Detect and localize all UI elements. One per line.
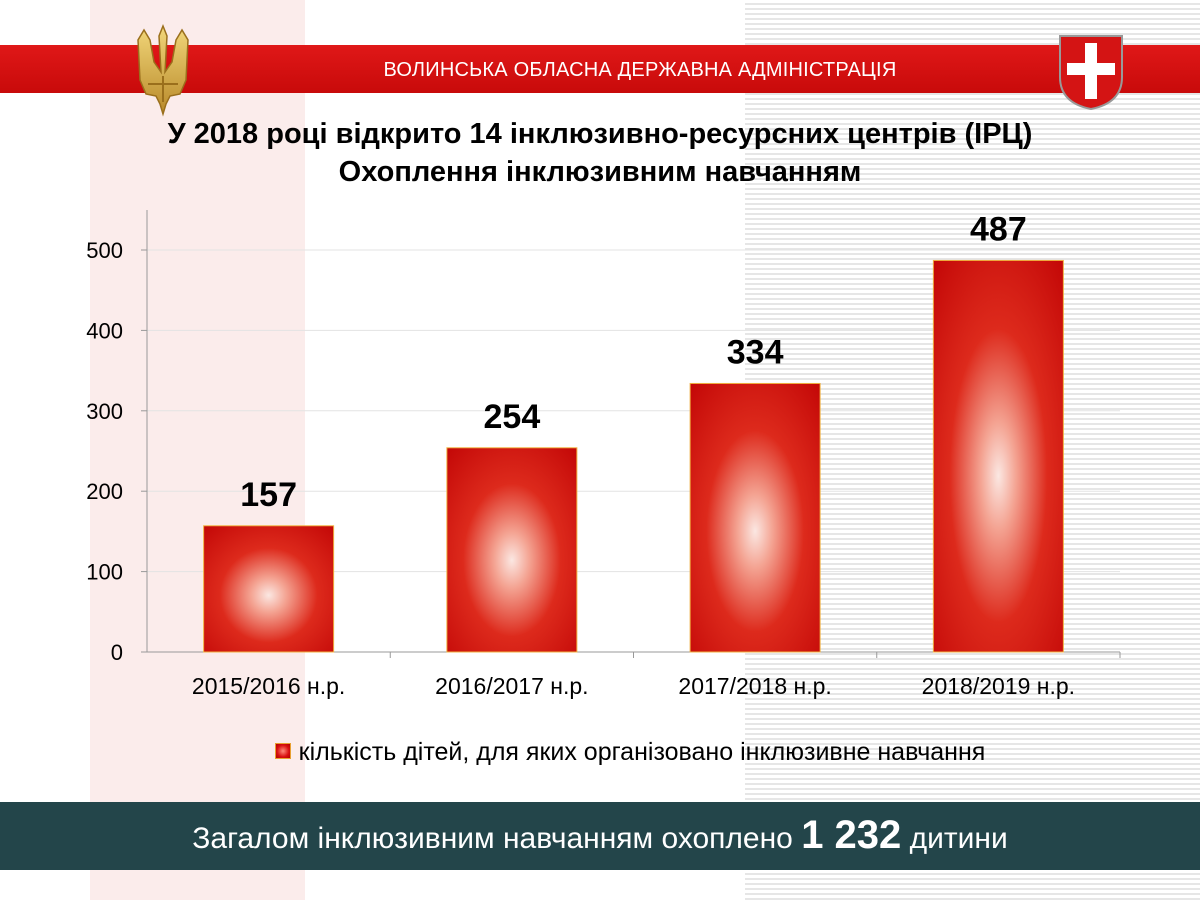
trident-emblem-icon xyxy=(137,23,189,117)
title-line-2: Охоплення інклюзивним навчанням xyxy=(338,156,862,188)
y-tick-label: 0 xyxy=(111,640,123,665)
bar xyxy=(689,382,821,653)
bar xyxy=(932,259,1064,653)
legend-label: кількість дітей, для яких організовано і… xyxy=(298,738,986,766)
x-tick-label: 2018/2019 н.р. xyxy=(922,673,1075,699)
footer-bar xyxy=(0,802,1200,870)
data-label: 487 xyxy=(970,210,1027,248)
regional-coat-of-arms-icon xyxy=(1059,35,1123,111)
bar xyxy=(446,447,578,653)
x-tick-label: 2017/2018 н.р. xyxy=(678,673,831,699)
data-label: 334 xyxy=(727,333,784,371)
slide-title: У 2018 році відкрито 14 інклюзивно-ресур… xyxy=(0,115,1200,191)
y-tick-label: 100 xyxy=(86,560,123,585)
bar xyxy=(203,525,335,653)
footer-prefix: Загалом інклюзивним навчанням охоплено xyxy=(192,822,802,855)
footer-summary: Загалом інклюзивним навчанням охоплено 1… xyxy=(0,813,1200,861)
title-line-1: У 2018 році відкрито 14 інклюзивно-ресур… xyxy=(167,118,1033,150)
y-tick-label: 200 xyxy=(86,479,123,504)
data-label: 157 xyxy=(240,476,297,514)
footer-total: 1 232 xyxy=(801,813,902,857)
y-tick-label: 500 xyxy=(86,238,123,263)
footer-suffix: дитини xyxy=(901,822,1008,855)
y-tick-label: 400 xyxy=(86,318,123,343)
data-label: 254 xyxy=(484,398,541,436)
header-org-name: ВОЛИНСЬКА ОБЛАСНА ДЕРЖАВНА АДМІНІСТРАЦІЯ xyxy=(383,59,897,81)
background-stripe-left xyxy=(90,0,305,900)
header-bar xyxy=(0,45,1200,93)
x-tick-label: 2015/2016 н.р. xyxy=(192,673,345,699)
x-tick-label: 2016/2017 н.р. xyxy=(435,673,588,699)
chart-legend: кількість дітей, для яких організовано і… xyxy=(0,738,1200,767)
legend-swatch-icon xyxy=(274,743,291,759)
y-tick-label: 300 xyxy=(86,399,123,424)
